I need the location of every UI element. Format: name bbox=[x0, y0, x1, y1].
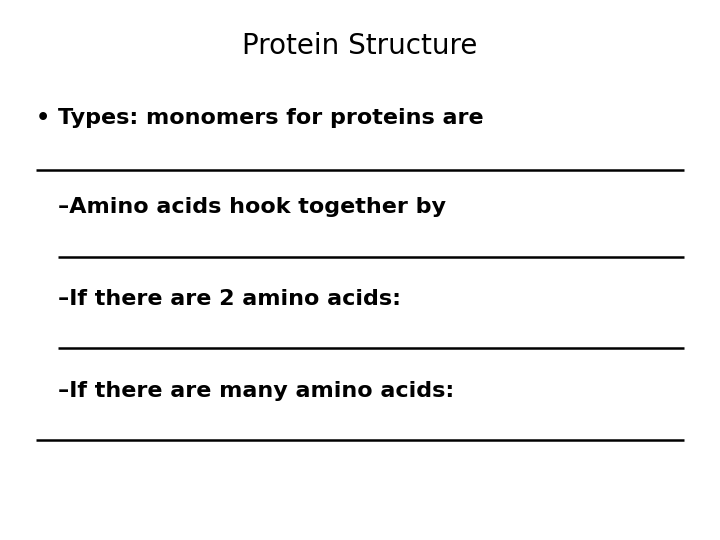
Text: –If there are 2 amino acids:: –If there are 2 amino acids: bbox=[58, 289, 400, 309]
Text: • Types: monomers for proteins are: • Types: monomers for proteins are bbox=[36, 108, 484, 128]
Text: Protein Structure: Protein Structure bbox=[243, 32, 477, 60]
Text: –Amino acids hook together by: –Amino acids hook together by bbox=[58, 197, 446, 217]
Text: –If there are many amino acids:: –If there are many amino acids: bbox=[58, 381, 454, 401]
